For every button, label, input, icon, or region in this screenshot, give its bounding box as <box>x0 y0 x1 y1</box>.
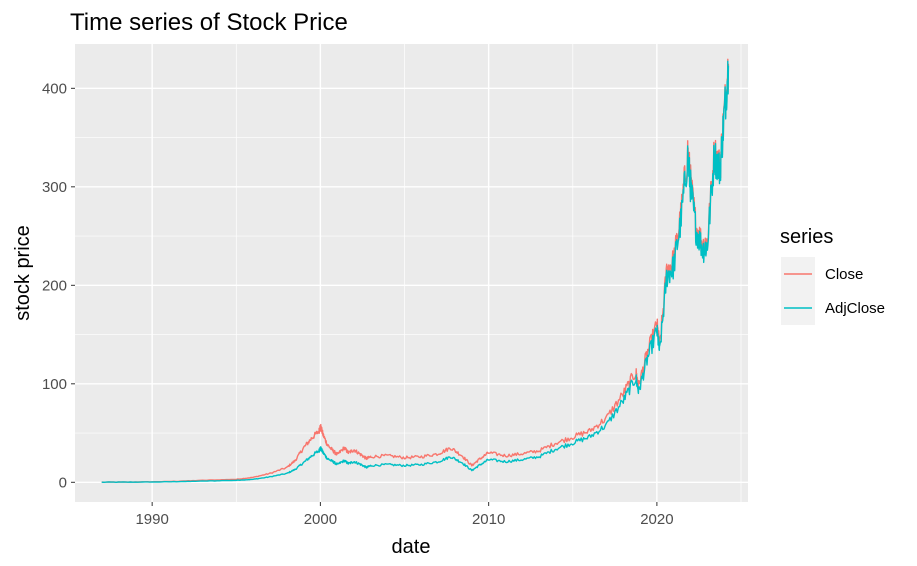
legend-label: AdjClose <box>825 300 885 317</box>
y-tick-label: 100 <box>42 376 67 393</box>
y-tick-label: 300 <box>42 179 67 196</box>
y-tick-label: 0 <box>59 474 67 491</box>
x-axis-ticks: 1990 2000 2010 2020 <box>135 502 674 528</box>
legend-items: Close AdjClose <box>781 257 885 325</box>
x-tick-label: 2000 <box>304 511 337 528</box>
legend-title: series <box>780 226 833 248</box>
x-tick-label: 2010 <box>472 511 505 528</box>
x-tick-label: 1990 <box>135 511 168 528</box>
plot-panel <box>75 44 748 502</box>
y-axis-title: stock price <box>12 225 34 321</box>
series-lines <box>101 58 730 483</box>
series-line-adjclose <box>101 60 730 483</box>
y-tick-label: 200 <box>42 277 67 294</box>
x-tick-label: 2020 <box>640 511 673 528</box>
y-axis-ticks: 0 100 200 300 400 <box>42 80 75 491</box>
y-tick-label: 400 <box>42 80 67 97</box>
chart-title: Time series of Stock Price <box>70 9 348 36</box>
grid-minor <box>75 44 748 502</box>
x-axis-title: date <box>392 536 431 558</box>
series-line-close <box>101 58 730 483</box>
legend: series Close AdjClose <box>780 226 885 325</box>
legend-label: Close <box>825 266 863 283</box>
grid-major <box>75 44 748 502</box>
